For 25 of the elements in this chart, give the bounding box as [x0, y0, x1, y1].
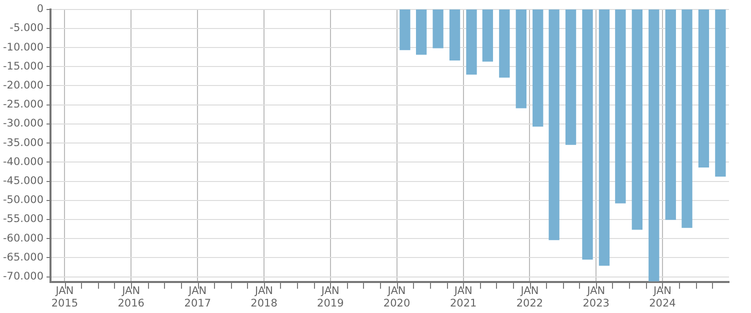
y-tick-label: -30.000 — [2, 118, 44, 130]
y-tick-label: -70.000 — [2, 270, 44, 283]
x-tick-label: JAN 2016 — [118, 284, 145, 310]
y-tick-label: -25.000 — [2, 98, 44, 111]
y-tick-label: -65.000 — [2, 251, 44, 264]
x-tick-label: JAN 2023 — [582, 284, 610, 310]
y-tick-label: -20.000 — [2, 79, 44, 92]
x-tick-label: JAN 2022 — [516, 284, 544, 310]
x-tick-label: JAN 2018 — [250, 284, 278, 310]
y-tick-label: -40.000 — [2, 156, 44, 168]
y-tick-label: -35.000 — [2, 136, 44, 149]
y-tick-label: -50.000 — [2, 194, 44, 206]
x-tick-label: JAN 2019 — [317, 284, 344, 310]
y-tick-label: -15.000 — [2, 60, 44, 72]
y-tick-label: -60.000 — [2, 232, 44, 244]
y-tick-label: 0 — [36, 3, 44, 16]
x-tick-label: JAN 2024 — [649, 284, 676, 310]
y-tick-label: -45.000 — [2, 175, 44, 188]
x-tick-label: JAN 2015 — [51, 284, 78, 310]
y-tick-label: -10.000 — [2, 41, 44, 54]
y-tick-label: -55.000 — [2, 213, 44, 226]
y-tick-label: -5.000 — [10, 22, 44, 34]
x-tick-label: JAN 2021 — [450, 284, 477, 310]
x-tick-label: JAN 2017 — [184, 284, 212, 310]
x-tick-label: JAN 2020 — [383, 284, 410, 310]
